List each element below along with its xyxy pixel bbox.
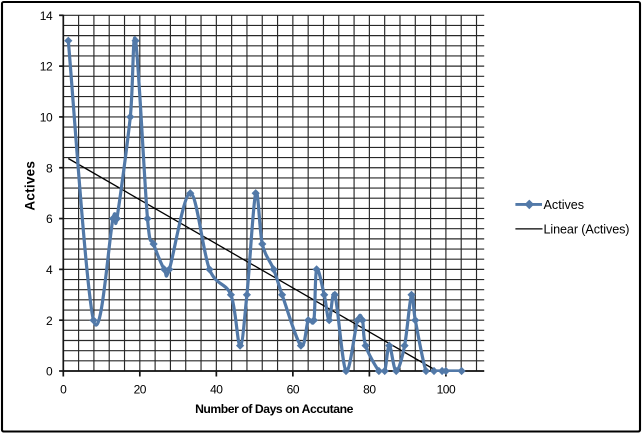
svg-text:40: 40 <box>210 383 223 397</box>
svg-text:4: 4 <box>46 263 53 277</box>
svg-text:0: 0 <box>46 365 53 379</box>
svg-text:100: 100 <box>437 383 456 397</box>
svg-text:60: 60 <box>287 383 300 397</box>
svg-text:Number of Days on Accutane: Number of Days on Accutane <box>195 402 354 416</box>
svg-text:Actives: Actives <box>22 161 37 211</box>
svg-text:6: 6 <box>46 212 53 226</box>
svg-text:2: 2 <box>46 314 53 328</box>
svg-text:14: 14 <box>40 9 53 23</box>
svg-text:80: 80 <box>363 383 376 397</box>
svg-text:Actives: Actives <box>544 198 585 212</box>
svg-text:12: 12 <box>40 60 53 74</box>
svg-text:20: 20 <box>134 383 147 397</box>
svg-text:0: 0 <box>60 383 67 397</box>
svg-text:Linear (Actives): Linear (Actives) <box>544 222 630 236</box>
svg-text:10: 10 <box>40 111 53 125</box>
svg-text:8: 8 <box>46 161 53 175</box>
